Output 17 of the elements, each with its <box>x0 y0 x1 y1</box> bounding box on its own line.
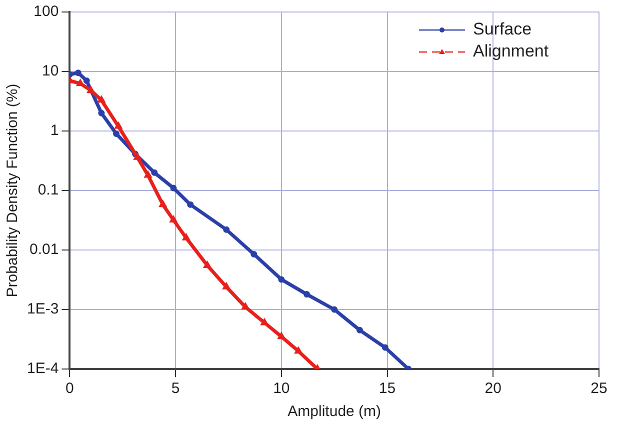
x-tick-label: 20 <box>484 380 502 398</box>
y-tick-label: 1E-4 <box>26 360 59 378</box>
y-tick-label: 1E-3 <box>26 300 59 318</box>
y-axis-title: Probability Density Function (%) <box>4 84 22 298</box>
legend-label: Alignment <box>473 42 549 61</box>
y-tick-label: 0.01 <box>29 241 59 258</box>
x-tick-label: 15 <box>378 380 396 398</box>
x-tick-label: 0 <box>66 380 74 398</box>
legend-label: Surface <box>473 20 532 39</box>
x-tick-label: 10 <box>273 380 290 398</box>
y-tick-label: 1 <box>50 122 59 140</box>
x-tick-label: 5 <box>171 380 180 398</box>
y-tick-label: 10 <box>42 62 59 80</box>
y-tick-label: 0.1 <box>38 182 59 199</box>
x-tick-label: 25 <box>590 380 608 398</box>
y-tick-label: 100 <box>34 3 59 20</box>
x-axis-title: Amplitude (m) <box>288 403 382 420</box>
